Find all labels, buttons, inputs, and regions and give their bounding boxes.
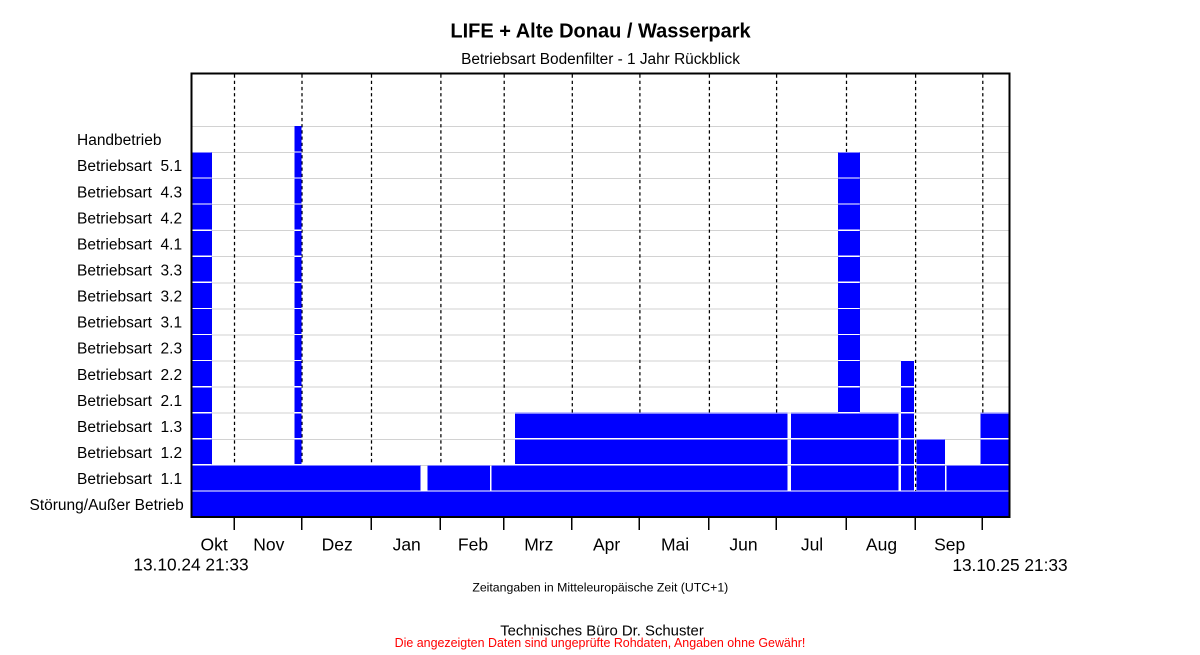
- svg-text:Betriebsart 1.3: Betriebsart 1.3: [77, 419, 182, 436]
- svg-text:Apr: Apr: [593, 534, 620, 554]
- svg-text:Betriebsart 2.3: Betriebsart 2.3: [77, 341, 182, 358]
- svg-text:Aug: Aug: [866, 534, 897, 554]
- svg-text:Betriebsart 4.3: Betriebsart 4.3: [77, 184, 182, 201]
- svg-text:Betriebsart 5.1: Betriebsart 5.1: [77, 158, 182, 175]
- svg-text:13.10.24 21:33: 13.10.24 21:33: [133, 555, 248, 575]
- svg-text:Jun: Jun: [729, 534, 757, 554]
- svg-text:Zeitangaben in Mitteleuropäisc: Zeitangaben in Mitteleuropäische Zeit (U…: [472, 581, 728, 595]
- svg-text:Störung/Außer Betrieb: Störung/Außer Betrieb: [30, 497, 184, 514]
- svg-text:Jan: Jan: [393, 534, 421, 554]
- svg-text:Nov: Nov: [253, 534, 284, 554]
- svg-text:Mai: Mai: [661, 534, 689, 554]
- svg-text:Mrz: Mrz: [524, 534, 553, 554]
- svg-text:Betriebsart 3.3: Betriebsart 3.3: [77, 263, 182, 280]
- svg-text:Betriebsart 2.1: Betriebsart 2.1: [77, 393, 182, 410]
- svg-text:Die angezeigten Daten sind ung: Die angezeigten Daten sind ungeprüfte Ro…: [395, 636, 806, 650]
- svg-text:Okt: Okt: [200, 534, 227, 554]
- svg-text:Dez: Dez: [322, 534, 353, 554]
- svg-text:Betriebsart Bodenfilter - 1 Ja: Betriebsart Bodenfilter - 1 Jahr Rückbli…: [461, 51, 740, 68]
- svg-text:Betriebsart 3.1: Betriebsart 3.1: [77, 315, 182, 332]
- svg-text:Betriebsart 3.2: Betriebsart 3.2: [77, 289, 182, 306]
- svg-text:Jul: Jul: [801, 534, 823, 554]
- svg-text:Betriebsart 4.1: Betriebsart 4.1: [77, 236, 182, 253]
- svg-text:Betriebsart 4.2: Betriebsart 4.2: [77, 210, 182, 227]
- svg-text:Handbetrieb: Handbetrieb: [77, 132, 161, 149]
- svg-text:Sep: Sep: [934, 534, 965, 554]
- svg-text:Betriebsart 1.1: Betriebsart 1.1: [77, 471, 182, 488]
- svg-text:Technisches Büro Dr. Schuster: Technisches Büro Dr. Schuster: [500, 623, 704, 639]
- svg-text:Betriebsart 1.2: Betriebsart 1.2: [77, 445, 182, 462]
- svg-text:13.10.25 21:33: 13.10.25 21:33: [952, 555, 1067, 575]
- svg-text:Betriebsart 2.2: Betriebsart 2.2: [77, 367, 182, 384]
- svg-text:Feb: Feb: [458, 534, 488, 554]
- svg-text:LIFE + Alte Donau / Wasserpark: LIFE + Alte Donau / Wasserpark: [450, 21, 751, 43]
